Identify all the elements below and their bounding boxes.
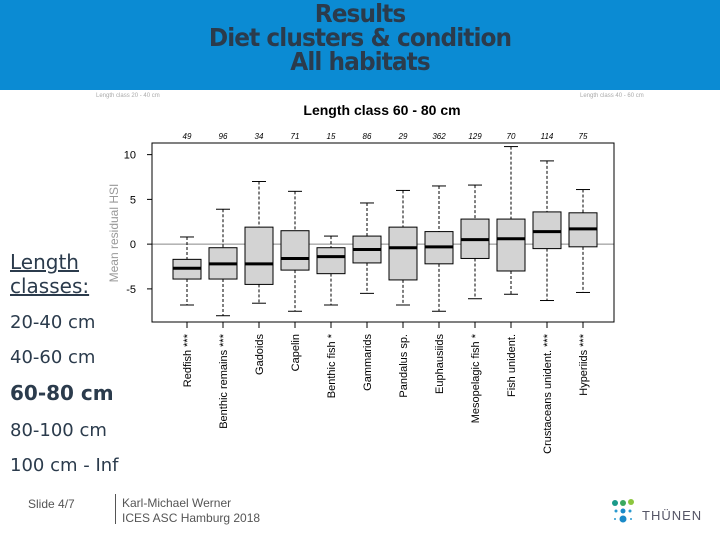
sample-size-label: 75 xyxy=(579,132,588,141)
box-1 xyxy=(172,236,202,306)
x-tick-label: Benthic remains *** xyxy=(218,333,230,428)
box-4 xyxy=(280,190,310,312)
event-name: ICES ASC Hamburg 2018 xyxy=(122,511,261,525)
background-plot-label: Length class 40 - 60 cm xyxy=(580,93,644,99)
iqr-box xyxy=(388,226,418,281)
y-tick-label: 5 xyxy=(130,194,136,206)
sample-size-label: 362 xyxy=(432,132,446,141)
y-tick-label: 0 xyxy=(130,239,136,251)
title-line: Diet clusters & condition xyxy=(208,23,512,52)
x-tick-label: Euphausiids xyxy=(434,334,446,394)
length-classes-heading: Length classes: xyxy=(10,250,89,298)
iqr-box xyxy=(316,247,346,275)
x-tick-label: Hyperiids *** xyxy=(578,333,590,395)
chart-title: Length class 60 - 80 cm xyxy=(303,102,460,118)
box-5 xyxy=(316,235,346,306)
slide-number: Slide 4/7 xyxy=(28,497,75,511)
sample-size-label: 96 xyxy=(219,132,228,141)
box-6 xyxy=(352,202,382,294)
box-10 xyxy=(496,146,526,295)
length-class-100-inf[interactable]: 100 cm - Inf xyxy=(10,455,119,476)
heading-line: classes: xyxy=(10,274,90,298)
slide-title: Results Diet clusters & condition All ha… xyxy=(25,0,695,76)
length-class-60-80[interactable]: 60-80 cm xyxy=(10,381,114,405)
iqr-box xyxy=(244,226,274,285)
sample-size-label: 15 xyxy=(327,132,336,141)
length-class-20-40[interactable]: 20-40 cm xyxy=(10,312,96,333)
sample-size-label: 49 xyxy=(183,132,192,141)
background-plot-label: Length class 20 - 40 cm xyxy=(96,93,160,99)
title-line: Results xyxy=(314,0,406,28)
footer-divider xyxy=(115,494,116,524)
thuenen-logo-icon xyxy=(612,499,634,523)
box-3 xyxy=(244,180,274,304)
heading-line: Length xyxy=(10,250,79,274)
x-tick-label: Benthic fish * xyxy=(326,333,338,398)
x-tick-label: Redfish *** xyxy=(182,333,194,387)
footer-author-block: Karl-Michael Werner ICES ASC Hamburg 201… xyxy=(122,496,260,526)
length-class-40-60[interactable]: 40-60 cm xyxy=(10,347,96,368)
box-2 xyxy=(208,208,238,317)
sample-size-label: 71 xyxy=(291,132,300,141)
logo-text: THÜNEN xyxy=(642,508,703,523)
box-12 xyxy=(568,189,598,293)
iqr-box xyxy=(496,218,526,272)
sample-size-label: 29 xyxy=(398,132,408,141)
box-9 xyxy=(460,184,490,300)
x-tick-label: Gammarids xyxy=(362,334,374,391)
sample-size-label: 70 xyxy=(507,132,516,141)
sample-size-label: 34 xyxy=(255,132,264,141)
title-line: All habitats xyxy=(290,47,430,76)
slide-header xyxy=(0,0,720,90)
sample-size-label: 114 xyxy=(541,132,554,141)
y-axis-label: Mean residual HSI xyxy=(107,184,121,283)
x-tick-label: Crustaceans unident. *** xyxy=(542,333,554,454)
x-tick-label: Mesopelagic fish * xyxy=(470,333,482,423)
x-tick-label: Fish unident. xyxy=(506,334,518,397)
plot-frame xyxy=(151,142,615,323)
sample-size-label: 86 xyxy=(363,132,372,141)
sample-size-label: 129 xyxy=(468,132,482,141)
x-tick-label: Pandalus sp. xyxy=(398,334,410,398)
y-tick-label: 10 xyxy=(124,150,136,162)
author-name: Karl-Michael Werner xyxy=(122,496,232,510)
iqr-box xyxy=(280,230,310,271)
x-tick-label: Capelin xyxy=(290,334,302,371)
box-11 xyxy=(532,160,562,302)
y-tick-label: -5 xyxy=(126,284,136,296)
x-tick-label: Gadoids xyxy=(254,334,266,375)
boxplot-chart: Length class 60 - 80 cm Mean residual HSI… xyxy=(107,102,615,454)
length-class-80-100[interactable]: 80-100 cm xyxy=(10,420,107,441)
box-8 xyxy=(424,185,454,312)
box-7 xyxy=(388,189,418,306)
